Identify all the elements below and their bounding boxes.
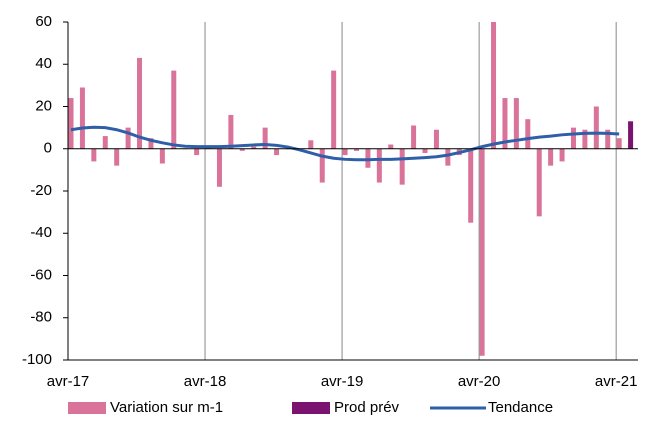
y-tick-label: -80 bbox=[30, 309, 52, 326]
legend-swatch bbox=[292, 402, 330, 414]
bar bbox=[342, 148, 348, 156]
bar bbox=[559, 148, 565, 162]
bar bbox=[216, 148, 222, 187]
bar bbox=[399, 148, 405, 185]
bar bbox=[468, 148, 474, 223]
bar bbox=[593, 106, 599, 149]
bar bbox=[274, 148, 280, 156]
trend-line bbox=[70, 125, 620, 162]
x-tick-label: avr-20 bbox=[458, 373, 501, 390]
bar bbox=[148, 138, 154, 149]
bar bbox=[251, 146, 257, 149]
bar bbox=[616, 138, 622, 149]
x-tick-label: avr-18 bbox=[184, 373, 227, 390]
bar bbox=[137, 57, 143, 149]
y-tick-label: -20 bbox=[30, 182, 52, 199]
bar bbox=[354, 148, 359, 151]
bar bbox=[194, 148, 200, 156]
y-tick-label: 40 bbox=[35, 55, 52, 72]
bar bbox=[159, 148, 165, 164]
legend-label: Variation sur m-1 bbox=[110, 399, 223, 416]
bar bbox=[171, 70, 177, 149]
bar bbox=[91, 148, 97, 162]
bar bbox=[228, 114, 234, 149]
bar bbox=[319, 148, 325, 183]
bar bbox=[548, 148, 554, 166]
y-tick-label: 0 bbox=[44, 140, 52, 157]
bar bbox=[628, 121, 634, 149]
bar bbox=[388, 144, 394, 149]
bar bbox=[79, 87, 85, 149]
bar bbox=[308, 140, 314, 149]
x-tick-label: avr-17 bbox=[47, 373, 90, 390]
bar bbox=[502, 98, 508, 149]
bar bbox=[582, 129, 588, 149]
legend-label: Prod prév bbox=[334, 399, 400, 416]
x-tick-label: avr-21 bbox=[595, 373, 638, 390]
bar bbox=[68, 98, 74, 149]
bar bbox=[262, 127, 268, 149]
legend-swatch bbox=[68, 402, 106, 414]
bar bbox=[570, 127, 576, 149]
bar bbox=[411, 125, 417, 149]
bar bbox=[536, 148, 542, 217]
bar bbox=[445, 148, 451, 166]
bar bbox=[102, 136, 108, 149]
y-tick-label: -40 bbox=[30, 224, 52, 241]
y-tick-label: -100 bbox=[22, 351, 52, 368]
y-tick-label: 20 bbox=[35, 97, 52, 114]
bar bbox=[491, 22, 497, 149]
bar bbox=[239, 148, 245, 151]
bar bbox=[376, 148, 382, 183]
bar bbox=[479, 148, 485, 356]
bar bbox=[513, 98, 519, 149]
y-tick-label: -60 bbox=[30, 266, 52, 283]
x-tick-label: avr-19 bbox=[321, 373, 364, 390]
y-tick-label: 60 bbox=[35, 13, 52, 30]
bar bbox=[125, 127, 131, 149]
bar bbox=[331, 70, 337, 149]
bar bbox=[525, 119, 531, 149]
bar bbox=[605, 129, 611, 149]
bar bbox=[433, 129, 439, 149]
legend-label: Tendance bbox=[488, 399, 553, 416]
bar bbox=[114, 148, 120, 166]
bar bbox=[422, 148, 428, 153]
